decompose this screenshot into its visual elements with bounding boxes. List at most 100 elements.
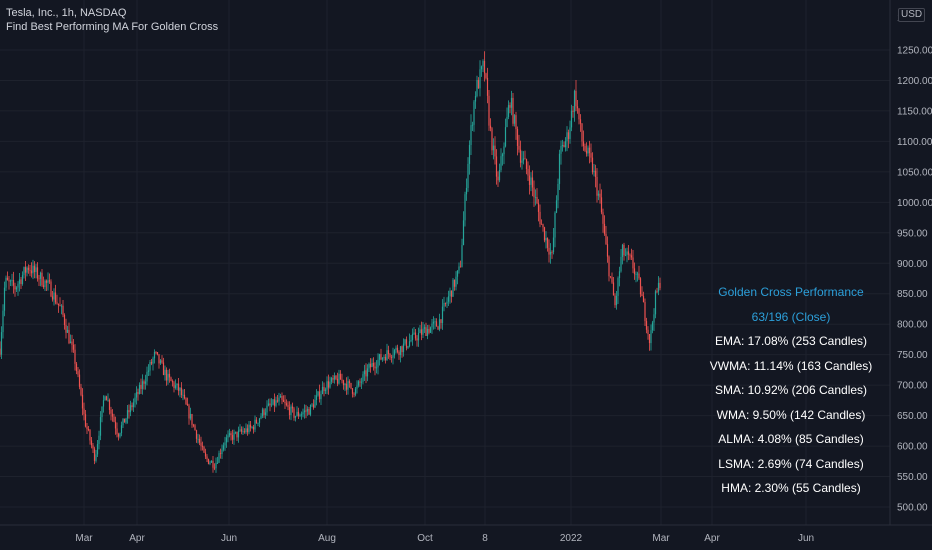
candle-body [80, 386, 82, 395]
candle-body [399, 346, 402, 356]
candle-body [126, 410, 129, 419]
candle-body [213, 467, 216, 469]
candle-body [405, 339, 408, 348]
price-tick-label: 800.00 [897, 320, 928, 331]
candle-body [26, 267, 28, 273]
candle-body [131, 405, 133, 408]
candle-body [212, 460, 214, 468]
candle-body [546, 237, 549, 248]
candle-body [11, 279, 13, 281]
candle-body [8, 280, 10, 282]
candle-body [500, 156, 502, 170]
candle-body [573, 90, 576, 112]
candle-body [243, 431, 246, 433]
candle-body [464, 194, 466, 221]
candle-body [335, 375, 337, 379]
candle-body [360, 381, 363, 383]
candle-body [317, 391, 319, 396]
candle-body [572, 110, 574, 112]
performance-row: SMA: 10.92% (206 Candles) [714, 383, 868, 397]
candle-body [632, 257, 634, 269]
candle-body [438, 319, 441, 330]
candle-body [105, 396, 108, 401]
candle-body [611, 277, 613, 283]
candle-body [494, 145, 496, 157]
candle-body [159, 360, 162, 364]
candle-body [209, 462, 211, 464]
performance-row: ALMA: 4.08% (85 Candles) [718, 432, 864, 446]
candle-body [620, 256, 622, 272]
candle-body [413, 332, 415, 334]
candle-body [276, 400, 279, 402]
candle-body [96, 444, 99, 455]
candle-body [50, 281, 52, 297]
candle-body [221, 449, 223, 455]
candle-body [42, 285, 45, 287]
candle-body [180, 387, 183, 396]
candle-body [582, 141, 585, 147]
candle-body [6, 277, 9, 281]
candle-body [471, 124, 474, 126]
candle-body [138, 384, 141, 394]
candle-body [101, 406, 103, 418]
candle-body [293, 408, 295, 418]
price-tick-label: 500.00 [897, 503, 928, 514]
candle-body [128, 410, 130, 413]
candle-body [426, 328, 429, 337]
time-tick-label: Apr [704, 533, 720, 544]
currency-badge[interactable]: USD [898, 8, 926, 22]
candle-body [27, 267, 30, 270]
candle-body [455, 276, 457, 287]
candle-body [249, 424, 252, 428]
price-axis[interactable]: 500.00 550.00 600.00 650.00 700.00 750.00 800.… [897, 46, 932, 514]
performance-row: EMA: 17.08% (253 Candles) [714, 334, 868, 348]
candle-body [237, 430, 240, 438]
candle-body [452, 279, 454, 297]
candle-body [95, 454, 97, 461]
candle-body [324, 389, 327, 392]
indicator-title[interactable]: Find Best Performing MA For Golden Cross [6, 21, 219, 33]
candlestick-series [0, 51, 661, 473]
candle-body [35, 267, 37, 273]
candle-body [90, 440, 93, 446]
price-tick-label: 1050.00 [897, 167, 932, 178]
time-tick-label: Jun [221, 533, 237, 544]
candle-body [525, 159, 528, 170]
candle-body [21, 275, 24, 285]
symbol-title[interactable]: Tesla, Inc., 1h, NASDAQ [6, 7, 127, 19]
candle-body [363, 370, 366, 375]
candle-body [134, 397, 136, 403]
time-axis[interactable]: Mar Apr Jun Aug Oct 8 2022 Mar Apr Jun [75, 533, 814, 544]
candle-body [617, 278, 619, 296]
candle-body [560, 146, 562, 154]
candle-body [366, 368, 369, 377]
candle-body [123, 418, 126, 423]
performance-table: Golden Cross Performance 63/196 (Close) … [706, 282, 876, 503]
candle-body [321, 386, 324, 395]
candle-body [224, 442, 226, 446]
candle-body [431, 323, 433, 328]
candle-body [416, 338, 418, 341]
candle-body [327, 381, 330, 388]
candle-body [626, 251, 628, 255]
price-tick-label: 1100.00 [897, 137, 932, 148]
candle-body [591, 157, 594, 173]
candle-body [174, 385, 177, 388]
candle-body [393, 350, 396, 356]
candle-body [188, 405, 190, 419]
candle-body [557, 183, 559, 201]
candle-body [320, 394, 322, 400]
candle-body [603, 223, 606, 234]
time-tick-label: Jun [798, 533, 814, 544]
candle-body [348, 381, 351, 383]
candle-body [153, 351, 156, 359]
candle-body [518, 145, 520, 150]
candle-body [428, 328, 430, 333]
candle-body [330, 378, 333, 382]
candle-body [306, 408, 309, 412]
candle-body [402, 343, 405, 353]
candle-body [39, 272, 42, 279]
candle-body [270, 404, 273, 406]
candle-body [599, 193, 601, 198]
